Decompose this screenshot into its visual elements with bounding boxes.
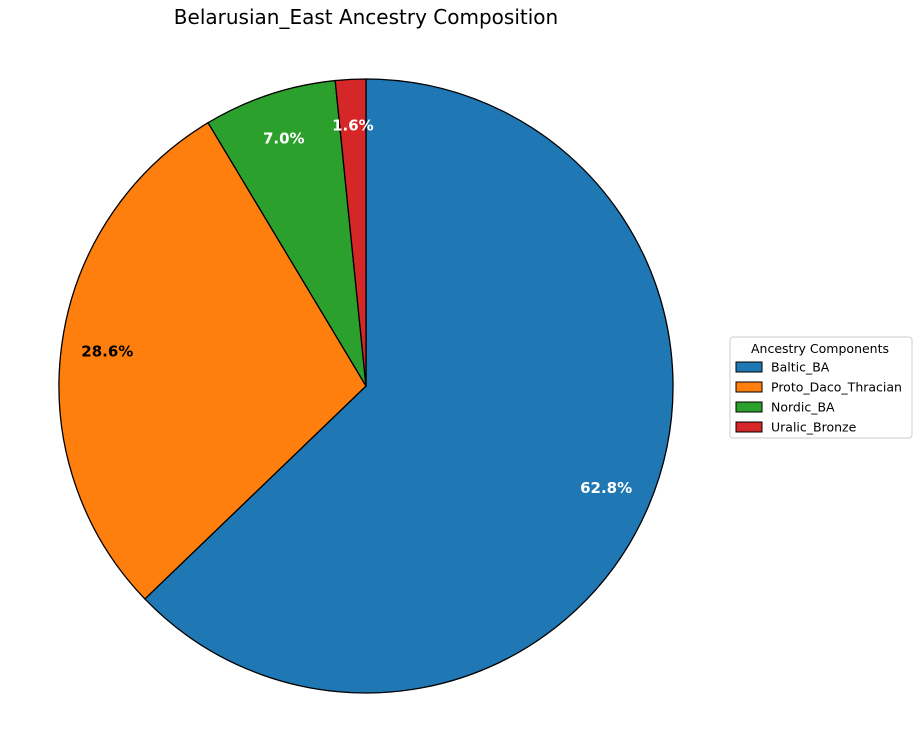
legend-label: Uralic_Bronze (771, 420, 857, 435)
pie-pct-label: 62.8% (580, 479, 632, 497)
legend-label: Baltic_BA (771, 360, 830, 375)
legend-title: Ancestry Components (751, 341, 889, 356)
pie-slice-proto-daco-thracian (58, 122, 367, 600)
pie-slice-uralic-bronze (334, 78, 367, 387)
legend-label: Proto_Daco_Thracian (771, 380, 902, 395)
pie-pct-label: 28.6% (81, 343, 133, 361)
pie-slice-nordic-ba (207, 79, 367, 387)
chart-title: Belarusian_East Ancestry Composition (174, 5, 558, 29)
pie-slice-baltic-ba (144, 78, 674, 694)
pie-slices (58, 78, 674, 694)
pie-labels: 62.8% 28.6% 7.0% 1.6% (81, 116, 632, 497)
legend-swatch (735, 401, 763, 413)
legend-swatch (735, 361, 763, 373)
legend-frame (729, 336, 913, 439)
legend-items: Baltic_BA Proto_Daco_Thracian Nordic_BA Ura… (735, 360, 902, 435)
pie-pct-label: 7.0% (263, 129, 305, 147)
legend-label: Nordic_BA (771, 400, 835, 415)
legend: Ancestry Components Baltic_BA Proto_Daco_… (729, 336, 913, 439)
legend-swatch (735, 381, 763, 393)
pie-pct-label: 1.6% (332, 116, 374, 134)
legend-swatch (735, 421, 763, 433)
